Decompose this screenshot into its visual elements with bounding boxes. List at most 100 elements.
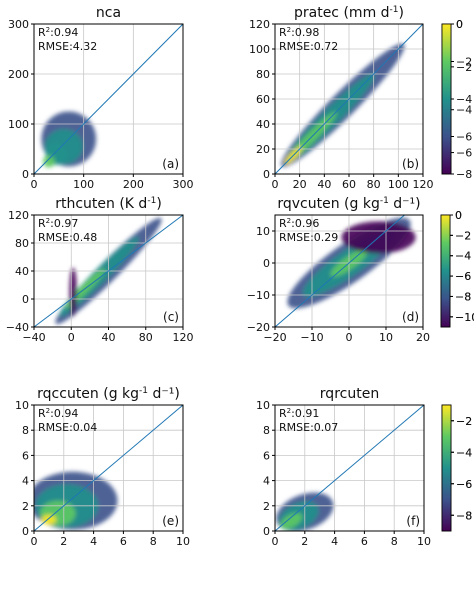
panel-f: 0 2 4 6 8 100246810rqrcutenR2:0.91RMSE:0.07(f…: [256, 386, 472, 548]
y-tick-label: 0: [22, 293, 29, 306]
panel-title-name: rqvcuten: [277, 196, 339, 212]
x-tick-label: 0: [68, 331, 75, 344]
x-tick-label: 20: [293, 178, 307, 191]
r2-sup: 2: [287, 407, 291, 415]
y-tick-label: 8: [263, 424, 270, 437]
colorbar-tick-label: −2: [456, 415, 472, 428]
rmse-label: RMSE:: [38, 40, 73, 53]
x-tick-label: 8: [391, 535, 398, 548]
x-tick-label: 2: [301, 535, 308, 548]
rmse-label: RMSE:: [38, 231, 73, 244]
colorbar-tick-label: −4: [456, 446, 472, 459]
r2-value: 0.97: [54, 217, 79, 230]
panel-label: (b): [402, 157, 419, 171]
panel-title-tail: ): [399, 5, 404, 21]
x-tick-label: 100: [388, 178, 409, 191]
y-tick-label: 120: [249, 18, 270, 31]
colorbar-tick-label: −6: [455, 270, 471, 283]
colorbar-tick-label: −2: [455, 229, 471, 242]
rmse-value: 0.48: [73, 231, 98, 244]
r2-sup: 2: [46, 407, 50, 415]
panel-title: rqccuten (g kg-1 d⁻¹): [37, 386, 180, 402]
colorbar-tick-label: −6: [456, 131, 472, 144]
r2-colon: :: [291, 26, 295, 39]
y-tick-label: 0: [263, 525, 270, 538]
x-tick-label: 0: [346, 331, 353, 344]
rmse-value: 0.29: [314, 231, 339, 244]
r2-value: 0.91: [295, 407, 320, 420]
r2-colon: :: [50, 407, 54, 420]
colorbar-tick-label: −8: [456, 509, 472, 522]
x-tick-label: 10: [176, 535, 190, 548]
panel-title-sup: -1: [390, 5, 399, 15]
x-tick-label: 100: [73, 178, 94, 191]
panel-title-name: pratec: [294, 5, 339, 21]
y-tick-label: 100: [8, 118, 29, 131]
axes-frame: [33, 404, 184, 532]
rmse-annotation: RMSE:0.72: [279, 40, 338, 53]
panel-title: pratec (mm d-1): [294, 5, 404, 21]
panel-label: (d): [402, 310, 419, 324]
rmse-annotation: RMSE:4.32: [38, 40, 97, 53]
y-tick-label: 6: [263, 449, 270, 462]
one-to-one-line: [274, 23, 424, 175]
r2-label: R: [38, 217, 46, 230]
rmse-value: 0.04: [73, 421, 98, 434]
x-tick-label: 0: [272, 535, 279, 548]
x-tick-label: 120: [173, 331, 194, 344]
colorbar: [441, 23, 452, 175]
x-tick-label: 2: [60, 535, 67, 548]
r2-label: R: [38, 26, 46, 39]
colorbar-tick-label: −2: [456, 56, 472, 69]
one-to-one-line: [274, 404, 425, 532]
y-tick-label: 2: [263, 500, 270, 513]
x-tick-label: 40: [317, 178, 331, 191]
rmse-value: 0.72: [314, 40, 339, 53]
colorbar-tick-label: −6: [455, 270, 471, 283]
colorbar-tick-label: −2: [456, 61, 472, 74]
x-tick-label: −10: [300, 331, 323, 344]
colorbar-tick-label: −8: [456, 168, 472, 181]
r2-value: 0.98: [295, 26, 320, 39]
y-tick-label: 4: [22, 475, 29, 488]
colorbar-tick-label: 0: [456, 18, 463, 31]
x-tick-label: −40: [22, 331, 45, 344]
r2-colon: :: [50, 217, 54, 230]
colorbar-tick-label: −4: [456, 446, 472, 459]
rmse-annotation: RMSE:0.48: [38, 231, 97, 244]
axes-frame: [274, 404, 425, 532]
y-tick-label: 300: [8, 18, 29, 31]
panel-title-tail: d⁻¹): [389, 196, 421, 212]
r2-sup: 2: [46, 217, 50, 225]
colorbar-tick-label: −8: [455, 290, 471, 303]
colorbar-tick-label: 0: [456, 18, 463, 31]
y-tick-label: 80: [256, 68, 270, 81]
x-tick-label: 4: [331, 535, 338, 548]
axes-frame: [33, 23, 184, 175]
rmse-value: 0.07: [314, 421, 339, 434]
panel-label: (c): [163, 310, 179, 324]
y-tick-label: 200: [8, 68, 29, 81]
colorbar-tick-label: −6: [456, 478, 472, 491]
rmse-label: RMSE:: [279, 421, 314, 434]
colorbar-tick-label: −4: [456, 93, 472, 106]
panel-title: rqvcuten (g kg-1 d⁻¹): [277, 196, 420, 212]
rmse-annotation: RMSE:0.04: [38, 421, 97, 434]
x-tick-label: 80: [367, 178, 381, 191]
x-tick-label: 0: [272, 178, 279, 191]
r2-value: 0.96: [295, 217, 320, 230]
panel-title-name: rqccuten: [37, 386, 99, 402]
y-tick-label: 60: [256, 93, 270, 106]
r2-sup: 2: [287, 217, 291, 225]
r2-value: 0.94: [54, 26, 79, 39]
colorbar-tick-label: 0: [455, 209, 462, 222]
y-tick-label: 10: [256, 225, 270, 238]
r2-colon: :: [291, 407, 295, 420]
colorbar-tick-label: −10: [455, 311, 474, 324]
y-tick-label: 10: [256, 399, 270, 412]
colorbar-tick-label: −6: [456, 147, 472, 160]
y-tick-label: 40: [15, 265, 29, 278]
x-tick-label: −20: [263, 331, 286, 344]
